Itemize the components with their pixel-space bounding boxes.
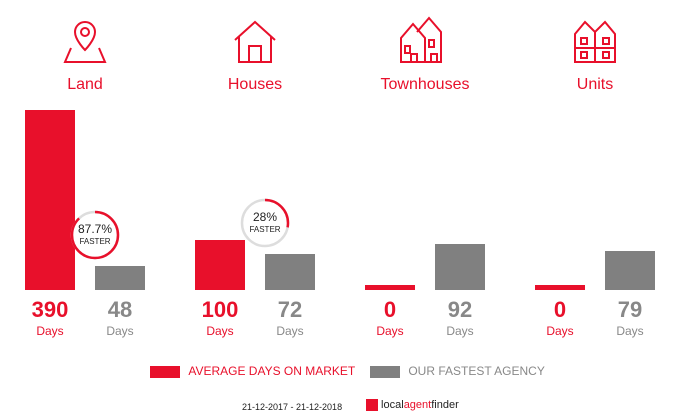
units-icon (565, 14, 625, 66)
days-label: Days (36, 324, 64, 338)
average-bar (365, 285, 415, 290)
value-label: 100 (201, 297, 239, 322)
average-bar (535, 285, 585, 290)
value-label: 0 (383, 297, 397, 322)
value-label: 72 (277, 297, 303, 322)
days-label: Days (376, 324, 404, 338)
days-label: Days (446, 324, 474, 338)
value-label: 92 (447, 297, 473, 322)
value-label: 390 (31, 297, 69, 322)
category-label: Townhouses (380, 76, 470, 93)
value-label: 0 (553, 297, 567, 322)
days-label: Days (106, 324, 134, 338)
agency-bar (95, 266, 145, 290)
agency-bar (265, 254, 315, 290)
logo: localagentfinder (366, 399, 459, 412)
agency-bar (605, 250, 655, 290)
legend-label-agency: OUR FASTEST AGENCY (408, 364, 545, 378)
legend-swatch-average (150, 365, 180, 378)
average-bar (25, 110, 75, 290)
legend-agency: OUR FASTEST AGENCY (370, 364, 545, 378)
category-label: Units (576, 76, 614, 93)
days-label: Days (616, 324, 644, 338)
date-range: 21-12-2017 - 21-12-2018 (242, 402, 343, 412)
badge-faster: FASTER (249, 225, 281, 234)
house-icon (225, 14, 285, 66)
category-label: Houses (227, 76, 283, 93)
legend-average: AVERAGE DAYS ON MARKET (150, 364, 355, 378)
faster-badge: 87.7% FASTER (70, 210, 120, 260)
days-label: Days (276, 324, 304, 338)
value-label: 48 (107, 297, 133, 322)
badge-faster: FASTER (79, 237, 111, 246)
badge-percent: 87.7% (77, 222, 113, 236)
legend-label-average: AVERAGE DAYS ON MARKET (188, 364, 356, 378)
legend-swatch-agency (370, 365, 400, 378)
days-label: Days (206, 324, 234, 338)
agency-bar (435, 244, 485, 290)
value-label: 79 (617, 297, 643, 322)
map-pin-icon (55, 14, 115, 66)
average-bar (195, 240, 245, 290)
faster-badge: 28% FASTER (240, 198, 290, 248)
category-label: Land (67, 76, 103, 93)
townhouse-icon (395, 14, 455, 66)
days-label: Days (546, 324, 574, 338)
badge-percent: 28% (252, 210, 278, 224)
